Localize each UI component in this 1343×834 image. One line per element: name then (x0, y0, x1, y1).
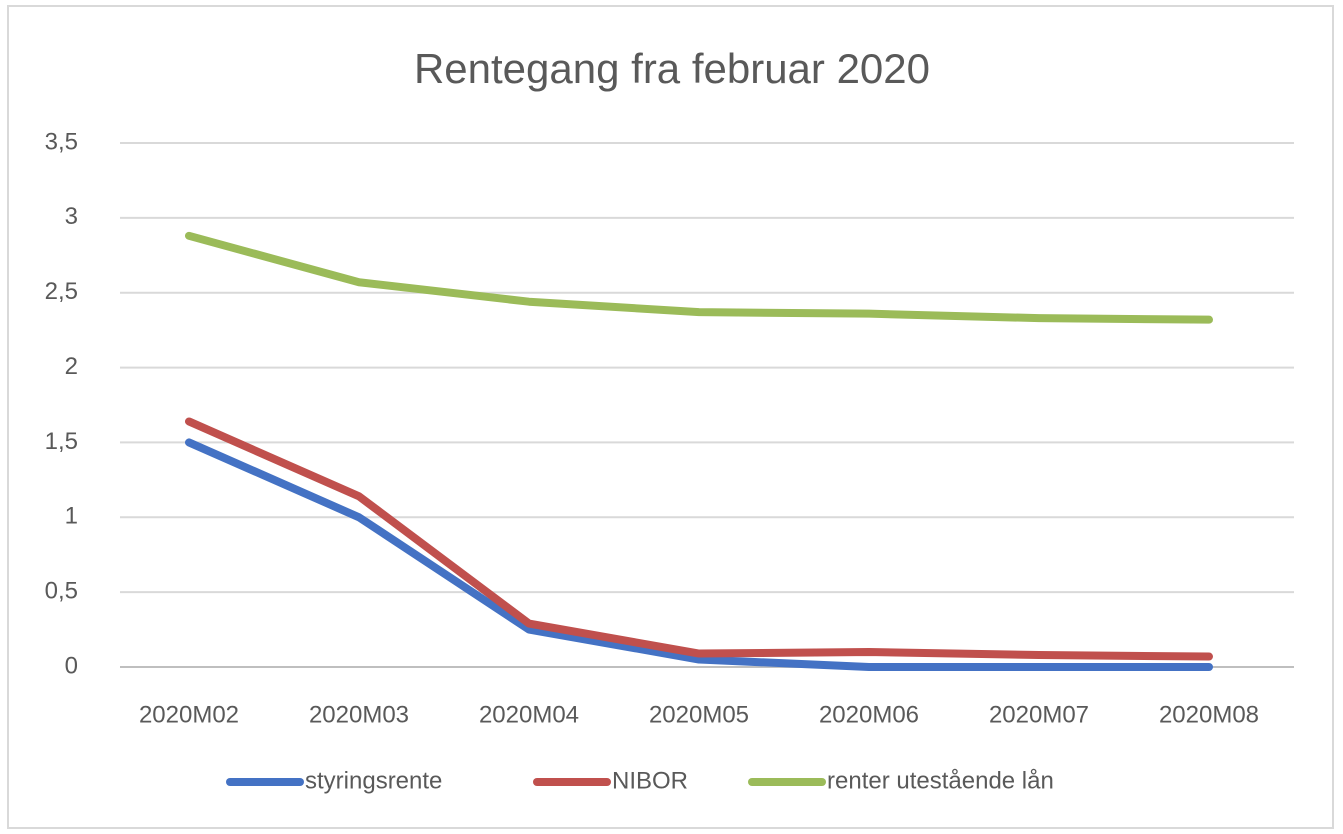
y-tick-label: 1 (65, 503, 78, 530)
x-tick-label: 2020M06 (819, 701, 919, 728)
legend-label: NIBOR (612, 767, 688, 794)
series-line (185, 438, 1213, 671)
y-tick-label: 1,5 (45, 428, 78, 455)
y-tick-label: 2,5 (45, 278, 78, 305)
legend-label: styringsrente (305, 767, 442, 794)
x-tick-label: 2020M08 (1159, 701, 1259, 728)
series-line (185, 231, 1213, 324)
y-tick-label: 3,5 (45, 128, 78, 155)
y-tick-label: 2 (65, 353, 78, 380)
y-tick-label: 0 (65, 652, 78, 679)
series-line (185, 417, 1213, 661)
x-tick-label: 2020M03 (309, 701, 409, 728)
y-tick-label: 0,5 (45, 577, 78, 604)
y-tick-label: 3 (65, 203, 78, 230)
chart-title: Rentegang fra februar 2020 (414, 45, 930, 92)
legend-label: renter utestående lån (827, 767, 1054, 794)
x-tick-label: 2020M02 (139, 701, 239, 728)
x-tick-label: 2020M05 (649, 701, 749, 728)
x-tick-label: 2020M07 (989, 701, 1089, 728)
x-tick-label: 2020M04 (479, 701, 579, 728)
